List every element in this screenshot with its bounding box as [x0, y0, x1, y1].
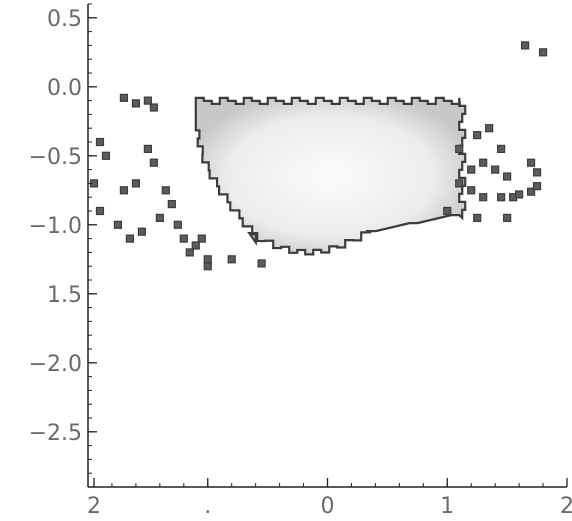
outlier-point [191, 241, 200, 250]
y-tick-label: −0.5 [29, 145, 82, 170]
outlier-point [131, 179, 140, 188]
outlier-point [538, 48, 548, 57]
outlier-point [503, 213, 512, 222]
outlier-point [526, 158, 536, 167]
outlier-point [467, 165, 476, 174]
outlier-point [485, 124, 494, 133]
axes: 0.5 0.0 −0.5 −1.0 1.5 −2.0 −2.5 2. 0 1 2 [29, 3, 572, 519]
outlier-point [143, 144, 152, 153]
x-tick-label: 0 [321, 494, 335, 519]
outlier-point [520, 41, 530, 50]
outlier-point [455, 179, 464, 188]
outlier-point [167, 200, 176, 209]
outlier-point [185, 248, 194, 257]
outlier-point [149, 103, 158, 112]
outlier-point [497, 144, 506, 153]
outlier-point [503, 172, 512, 181]
outlier-point [137, 227, 146, 236]
density-region [194, 96, 467, 256]
outlier-point [113, 220, 123, 229]
outlier-point [125, 234, 135, 243]
outlier-point [131, 99, 140, 108]
outlier-point [203, 255, 212, 264]
outlier-point [514, 190, 524, 199]
x-tick-label: 2 [87, 494, 101, 519]
y-tick-label: −2.5 [29, 421, 82, 446]
outlier-point [143, 96, 152, 105]
y-tick-label: −2.0 [29, 352, 82, 377]
outlier-point [161, 186, 170, 195]
x-tick-label: 2 [560, 494, 572, 519]
outlier-point [227, 255, 236, 264]
outlier-point [203, 262, 212, 271]
outlier-point [526, 187, 536, 196]
outlier-point [473, 213, 482, 222]
outlier-point [149, 158, 158, 167]
outlier-point [173, 220, 182, 229]
outlier-point [155, 213, 164, 222]
outlier-point [119, 186, 129, 195]
density-contour [194, 96, 467, 256]
outlier-point [497, 193, 506, 202]
outlier-points [89, 41, 548, 271]
outlier-point [197, 234, 206, 243]
outlier-point [479, 193, 488, 202]
outlier-point [532, 182, 542, 191]
outlier-point [467, 186, 476, 195]
x-tick-label: . [204, 494, 211, 519]
outlier-point [479, 158, 488, 167]
x-tick-label: 1 [440, 494, 454, 519]
outlier-point [491, 165, 500, 174]
outlier-point [257, 259, 266, 268]
y-tick-label: −1.0 [29, 214, 82, 239]
outlier-point [95, 137, 105, 147]
outlier-point [179, 234, 188, 243]
outlier-point [119, 93, 129, 102]
y-tick-label: 0.5 [47, 7, 82, 32]
outlier-point [95, 206, 105, 216]
outlier-point [455, 144, 464, 153]
outlier-point [443, 206, 452, 216]
outlier-point [473, 131, 482, 140]
outlier-point [101, 151, 111, 160]
y-tick-label: 1.5 [47, 283, 82, 308]
y-tick-label: 0.0 [47, 76, 82, 101]
outlier-point [532, 168, 542, 177]
